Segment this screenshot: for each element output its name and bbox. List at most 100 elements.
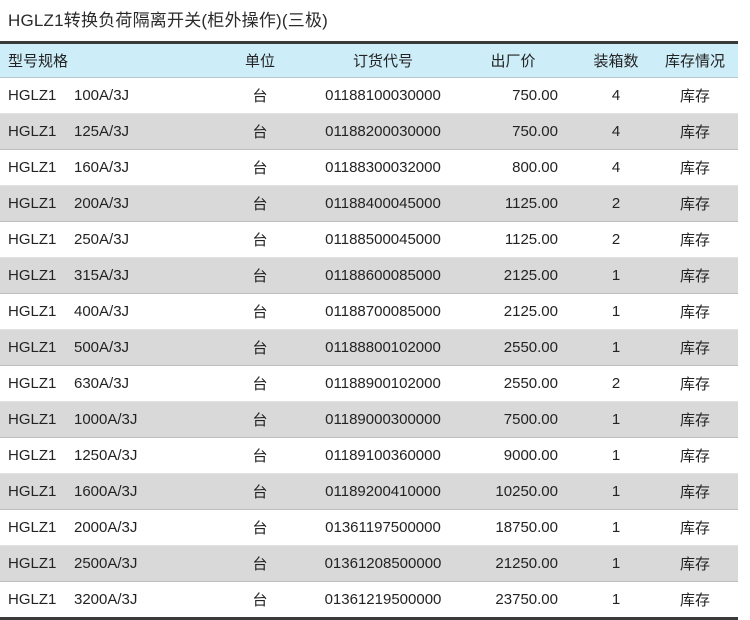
cell-stock-status: 库存 [652, 473, 738, 510]
table-row[interactable]: HGLZ1 2000A/3J 台 01361197500000 18750.00 1 库存 [0, 509, 738, 546]
cell-order-code: 01188600085000 [298, 257, 468, 294]
model-series: HGLZ1 [8, 447, 57, 464]
cell-model: HGLZ1 1600A/3J [0, 473, 222, 510]
column-header-order-code: 订货代号 [298, 41, 468, 78]
cell-price: 2125.00 [468, 293, 580, 330]
cell-unit: 台 [222, 509, 298, 546]
model-spec: 100A/3J [74, 87, 130, 104]
cell-order-code: 01188200030000 [298, 113, 468, 150]
table-row[interactable]: HGLZ1 125A/3J 台 01188200030000 750.00 4 库存 [0, 113, 738, 150]
cell-stock-status: 库存 [652, 77, 738, 114]
cell-unit: 台 [222, 77, 298, 114]
table-row[interactable]: HGLZ1 200A/3J 台 01188400045000 1125.00 2 库存 [0, 185, 738, 222]
cell-unit: 台 [222, 437, 298, 474]
cell-price: 18750.00 [468, 509, 580, 546]
model-series: HGLZ1 [8, 231, 57, 248]
table-header-row: 型号规格 单位 订货代号 出厂价 装箱数 库存情况 [0, 41, 738, 78]
model-series: HGLZ1 [8, 519, 57, 536]
cell-pack-qty: 1 [580, 473, 652, 510]
cell-model: HGLZ1 3200A/3J [0, 581, 222, 620]
cell-price: 750.00 [468, 77, 580, 114]
table-row[interactable]: HGLZ1 250A/3J 台 01188500045000 1125.00 2 库存 [0, 221, 738, 258]
table-row[interactable]: HGLZ1 400A/3J 台 01188700085000 2125.00 1 库存 [0, 293, 738, 330]
cell-order-code: 01361219500000 [298, 581, 468, 620]
model-spec: 1000A/3J [74, 411, 138, 428]
column-header-pack-qty: 装箱数 [580, 41, 652, 78]
cell-stock-status: 库存 [652, 185, 738, 222]
cell-price: 1125.00 [468, 221, 580, 258]
model-series: HGLZ1 [8, 411, 57, 428]
table-row[interactable]: HGLZ1 160A/3J 台 01188300032000 800.00 4 库存 [0, 149, 738, 186]
table-row[interactable]: HGLZ1 315A/3J 台 01188600085000 2125.00 1 库存 [0, 257, 738, 294]
cell-model: HGLZ1 500A/3J [0, 329, 222, 366]
cell-order-code: 01189200410000 [298, 473, 468, 510]
cell-unit: 台 [222, 221, 298, 258]
cell-order-code: 01189000300000 [298, 401, 468, 438]
table-row[interactable]: HGLZ1 2500A/3J 台 01361208500000 21250.00 1 库存 [0, 545, 738, 582]
cell-stock-status: 库存 [652, 545, 738, 582]
cell-pack-qty: 1 [580, 545, 652, 582]
page-title: HGLZ1转换负荷隔离开关(柜外操作)(三极) [8, 11, 329, 30]
column-header-unit: 单位 [222, 41, 298, 78]
cell-pack-qty: 1 [580, 329, 652, 366]
table-row[interactable]: HGLZ1 3200A/3J 台 01361219500000 23750.00 1 库存 [0, 581, 738, 620]
cell-unit: 台 [222, 581, 298, 620]
cell-order-code: 01188500045000 [298, 221, 468, 258]
cell-model: HGLZ1 100A/3J [0, 77, 222, 114]
cell-unit: 台 [222, 329, 298, 366]
cell-order-code: 01188300032000 [298, 149, 468, 186]
cell-price: 1125.00 [468, 185, 580, 222]
cell-unit: 台 [222, 149, 298, 186]
model-series: HGLZ1 [8, 123, 57, 140]
cell-unit: 台 [222, 257, 298, 294]
table-row[interactable]: HGLZ1 1600A/3J 台 01189200410000 10250.00 1 库存 [0, 473, 738, 510]
model-spec: 315A/3J [74, 267, 130, 284]
cell-stock-status: 库存 [652, 437, 738, 474]
table-row[interactable]: HGLZ1 1250A/3J 台 01189100360000 9000.00 1 库存 [0, 437, 738, 474]
cell-model: HGLZ1 2500A/3J [0, 545, 222, 582]
model-spec: 2500A/3J [74, 555, 138, 572]
cell-pack-qty: 1 [580, 437, 652, 474]
model-series: HGLZ1 [8, 87, 57, 104]
cell-price: 2550.00 [468, 329, 580, 366]
cell-unit: 台 [222, 293, 298, 330]
table-row[interactable]: HGLZ1 630A/3J 台 01188900102000 2550.00 2 库存 [0, 365, 738, 402]
model-spec: 200A/3J [74, 195, 130, 212]
table-header: 型号规格 单位 订货代号 出厂价 装箱数 库存情况 [0, 41, 738, 78]
model-spec: 160A/3J [74, 159, 130, 176]
cell-stock-status: 库存 [652, 581, 738, 620]
model-spec: 500A/3J [74, 339, 130, 356]
cell-model: HGLZ1 250A/3J [0, 221, 222, 258]
cell-model: HGLZ1 400A/3J [0, 293, 222, 330]
model-spec: 250A/3J [74, 231, 130, 248]
model-spec: 400A/3J [74, 303, 130, 320]
cell-stock-status: 库存 [652, 509, 738, 546]
cell-model: HGLZ1 1000A/3J [0, 401, 222, 438]
cell-stock-status: 库存 [652, 293, 738, 330]
cell-pack-qty: 1 [580, 293, 652, 330]
cell-pack-qty: 2 [580, 365, 652, 402]
cell-order-code: 01188100030000 [298, 77, 468, 114]
model-spec: 3200A/3J [74, 591, 138, 608]
table-row[interactable]: HGLZ1 100A/3J 台 01188100030000 750.00 4 库存 [0, 77, 738, 114]
table-row[interactable]: HGLZ1 1000A/3J 台 01189000300000 7500.00 1 库存 [0, 401, 738, 438]
table-row[interactable]: HGLZ1 500A/3J 台 01188800102000 2550.00 1 库存 [0, 329, 738, 366]
cell-stock-status: 库存 [652, 257, 738, 294]
column-header-stock-status: 库存情况 [652, 41, 738, 78]
cell-model: HGLZ1 2000A/3J [0, 509, 222, 546]
cell-model: HGLZ1 315A/3J [0, 257, 222, 294]
cell-stock-status: 库存 [652, 149, 738, 186]
model-series: HGLZ1 [8, 267, 57, 284]
cell-stock-status: 库存 [652, 221, 738, 258]
cell-pack-qty: 1 [580, 257, 652, 294]
cell-unit: 台 [222, 545, 298, 582]
cell-order-code: 01188400045000 [298, 185, 468, 222]
cell-model: HGLZ1 630A/3J [0, 365, 222, 402]
model-spec: 125A/3J [74, 123, 130, 140]
cell-stock-status: 库存 [652, 365, 738, 402]
cell-pack-qty: 1 [580, 401, 652, 438]
cell-unit: 台 [222, 401, 298, 438]
cell-price: 23750.00 [468, 581, 580, 620]
cell-pack-qty: 4 [580, 113, 652, 150]
